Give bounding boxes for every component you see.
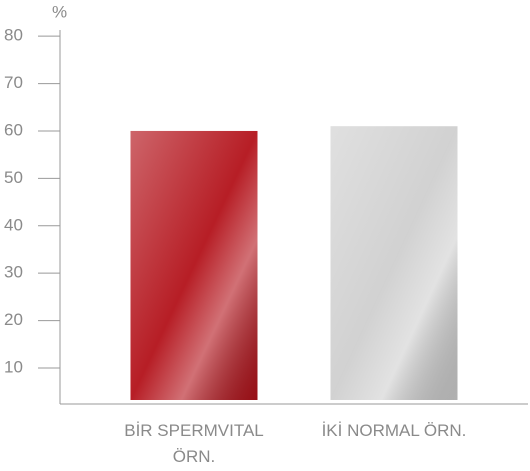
bar-sheen xyxy=(330,126,458,401)
y-tick-label: 60 xyxy=(4,120,23,139)
y-tick-label: 40 xyxy=(4,215,23,234)
bar-sheen xyxy=(130,130,258,401)
y-axis-label: % xyxy=(52,2,67,21)
x-tick-label: BİR SPERMVITAL ÖRN. xyxy=(124,421,264,466)
y-tick-label: 20 xyxy=(4,310,23,329)
x-tick-label: İKİ NORMAL ÖRN. xyxy=(321,421,467,440)
y-tick-label: 10 xyxy=(4,357,23,376)
y-tick-label: 50 xyxy=(4,168,23,187)
y-tick-label: 30 xyxy=(4,263,23,282)
y-tick-label: 70 xyxy=(4,73,23,92)
y-tick-label: 80 xyxy=(4,26,23,45)
